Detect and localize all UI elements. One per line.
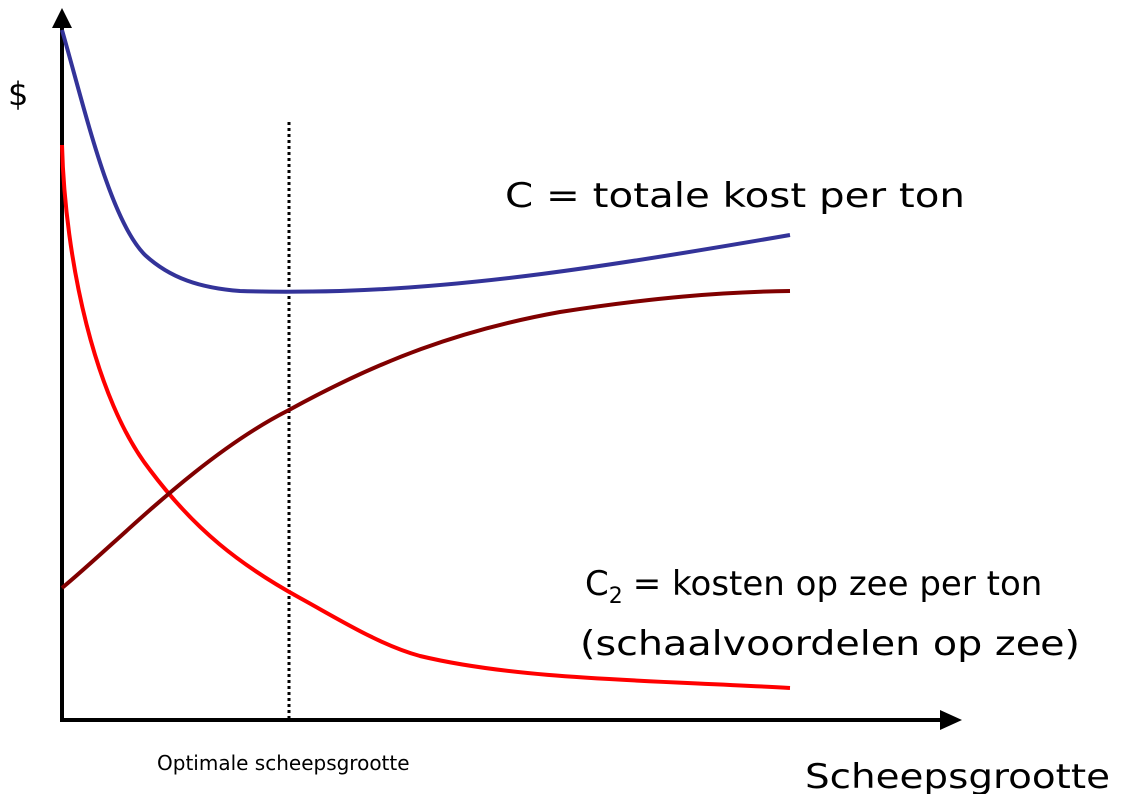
sea-symbol: C xyxy=(585,564,609,604)
sea-curve-note: (schaalvoordelen op zee) xyxy=(580,624,1080,664)
sea-cost-curve xyxy=(60,144,791,690)
optimum-label: Optimale scheepsgrootte xyxy=(157,751,410,775)
y-axis-label: $ xyxy=(8,75,28,113)
x-axis-label: Scheepsgrootte xyxy=(805,757,1110,794)
x-axis-arrow xyxy=(940,710,962,730)
port-cost-curve xyxy=(60,289,791,590)
sea-subscript: 2 xyxy=(609,584,623,609)
total-cost-curve xyxy=(60,29,791,294)
y-axis-arrow xyxy=(52,8,72,28)
total-curve-label: C = totale kost per ton xyxy=(505,176,965,216)
sea-curve-label: C2 = kosten op zee per ton xyxy=(585,564,1042,609)
sea-label: = kosten op zee per ton xyxy=(633,564,1043,604)
